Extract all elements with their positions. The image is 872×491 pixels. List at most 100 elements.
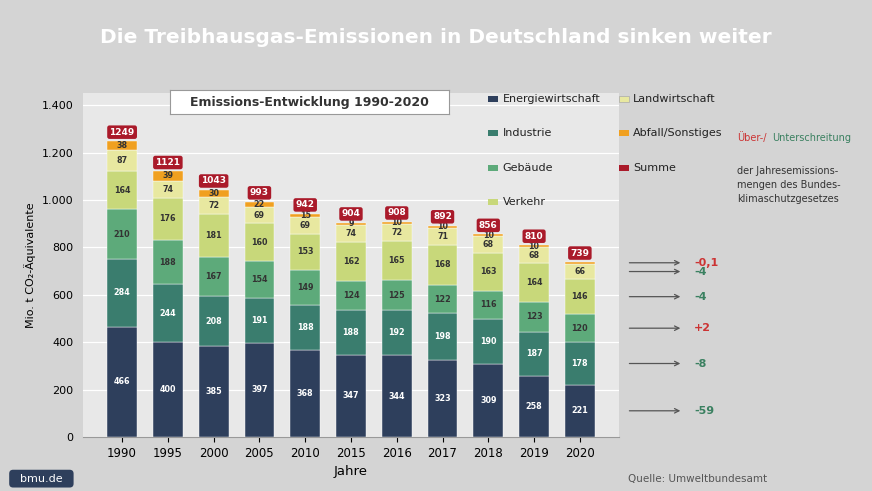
Bar bbox=[153, 284, 183, 342]
Text: Quelle: Umweltbundesamt: Quelle: Umweltbundesamt bbox=[628, 474, 767, 484]
Bar bbox=[336, 310, 366, 355]
Text: 154: 154 bbox=[251, 275, 268, 284]
X-axis label: Jahre: Jahre bbox=[334, 465, 368, 478]
Text: 153: 153 bbox=[297, 247, 313, 256]
Text: Industrie: Industrie bbox=[502, 128, 552, 138]
Bar bbox=[382, 222, 412, 224]
Text: 10: 10 bbox=[437, 222, 448, 231]
Bar bbox=[565, 384, 595, 437]
Text: 192: 192 bbox=[388, 328, 405, 337]
Text: 10: 10 bbox=[483, 231, 494, 240]
Text: +2: +2 bbox=[694, 323, 711, 333]
Bar bbox=[199, 197, 228, 214]
Bar bbox=[565, 264, 595, 279]
Bar bbox=[244, 298, 275, 343]
FancyBboxPatch shape bbox=[488, 131, 498, 136]
Text: 39: 39 bbox=[162, 171, 174, 180]
Text: 208: 208 bbox=[205, 317, 222, 326]
Text: -4: -4 bbox=[694, 267, 706, 276]
Text: 284: 284 bbox=[113, 288, 131, 298]
Text: Über-/: Über-/ bbox=[737, 133, 766, 143]
Text: -4: -4 bbox=[694, 292, 706, 301]
Bar bbox=[153, 171, 183, 181]
Text: 188: 188 bbox=[296, 323, 314, 332]
Text: 309: 309 bbox=[480, 396, 496, 405]
FancyBboxPatch shape bbox=[488, 96, 498, 102]
Text: 400: 400 bbox=[160, 385, 176, 394]
Text: 123: 123 bbox=[526, 312, 542, 322]
Text: Unterschreitung: Unterschreitung bbox=[773, 133, 851, 142]
Bar bbox=[382, 241, 412, 280]
Text: -0,1: -0,1 bbox=[694, 258, 719, 268]
Text: 168: 168 bbox=[434, 260, 451, 269]
Bar bbox=[107, 170, 137, 210]
Bar bbox=[107, 210, 137, 259]
Text: Emissions-Entwicklung 1990-2020: Emissions-Entwicklung 1990-2020 bbox=[190, 96, 429, 109]
Text: 190: 190 bbox=[480, 337, 496, 346]
Text: 124: 124 bbox=[343, 291, 359, 300]
FancyBboxPatch shape bbox=[619, 96, 629, 102]
Text: 323: 323 bbox=[434, 394, 451, 403]
Text: 1043: 1043 bbox=[201, 176, 226, 186]
Bar bbox=[427, 245, 458, 285]
Text: -59: -59 bbox=[694, 406, 714, 416]
Text: 162: 162 bbox=[343, 257, 359, 266]
Bar bbox=[473, 234, 503, 237]
Text: 163: 163 bbox=[480, 268, 496, 276]
Text: 122: 122 bbox=[434, 295, 451, 303]
Bar bbox=[519, 302, 549, 331]
Text: 344: 344 bbox=[389, 392, 405, 401]
Text: 72: 72 bbox=[208, 201, 219, 210]
Text: 125: 125 bbox=[388, 291, 405, 300]
Bar bbox=[244, 261, 275, 298]
Text: 187: 187 bbox=[526, 349, 542, 358]
Text: 198: 198 bbox=[434, 332, 451, 341]
Text: 810: 810 bbox=[525, 232, 543, 241]
Bar bbox=[199, 297, 228, 346]
Text: 72: 72 bbox=[392, 228, 402, 237]
Text: 164: 164 bbox=[114, 186, 130, 194]
Bar bbox=[473, 252, 503, 291]
Text: 178: 178 bbox=[571, 359, 589, 368]
Text: 10: 10 bbox=[392, 218, 402, 227]
Text: 149: 149 bbox=[297, 283, 313, 292]
Text: Gebäude: Gebäude bbox=[502, 163, 553, 173]
FancyBboxPatch shape bbox=[619, 131, 629, 136]
Bar bbox=[244, 343, 275, 437]
Bar bbox=[427, 360, 458, 437]
Bar bbox=[519, 264, 549, 302]
Text: 347: 347 bbox=[343, 391, 359, 400]
Text: 368: 368 bbox=[296, 389, 314, 398]
Y-axis label: Mio. t CO₂-Äquivalente: Mio. t CO₂-Äquivalente bbox=[24, 202, 36, 328]
Text: Die Treibhausgas-Emissionen in Deutschland sinken weiter: Die Treibhausgas-Emissionen in Deutschla… bbox=[100, 28, 772, 47]
Bar bbox=[153, 198, 183, 240]
Text: 904: 904 bbox=[342, 210, 360, 218]
Bar bbox=[244, 207, 275, 223]
Bar bbox=[199, 257, 228, 297]
Text: 68: 68 bbox=[528, 251, 540, 260]
Bar bbox=[427, 225, 458, 228]
Text: 221: 221 bbox=[571, 406, 589, 415]
Text: 176: 176 bbox=[160, 215, 176, 223]
Text: 71: 71 bbox=[437, 232, 448, 241]
Text: 74: 74 bbox=[345, 229, 357, 238]
Bar bbox=[244, 202, 275, 207]
Bar bbox=[290, 234, 320, 270]
Bar bbox=[336, 223, 366, 225]
Bar bbox=[290, 214, 320, 217]
Bar bbox=[290, 350, 320, 437]
Bar bbox=[473, 364, 503, 437]
Text: 10: 10 bbox=[528, 242, 540, 251]
Text: 892: 892 bbox=[433, 212, 452, 221]
Bar bbox=[199, 346, 228, 437]
Bar bbox=[565, 262, 595, 264]
Text: bmu.de: bmu.de bbox=[13, 474, 70, 484]
Bar bbox=[382, 310, 412, 355]
Text: 397: 397 bbox=[251, 385, 268, 394]
Text: 66: 66 bbox=[575, 267, 585, 276]
Text: 69: 69 bbox=[254, 211, 265, 219]
Bar bbox=[519, 331, 549, 376]
Text: -8: -8 bbox=[694, 358, 706, 369]
Text: 30: 30 bbox=[208, 189, 219, 198]
FancyBboxPatch shape bbox=[619, 165, 629, 171]
